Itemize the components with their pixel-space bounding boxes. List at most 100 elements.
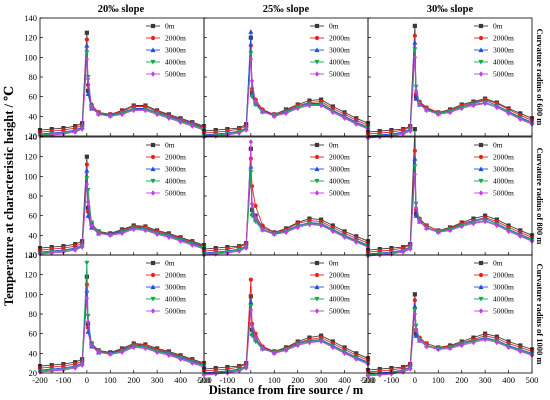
data-point — [49, 132, 54, 138]
data-point — [401, 131, 406, 137]
series-line — [203, 141, 369, 256]
data-point — [248, 307, 253, 313]
legend-label: 0m — [329, 141, 339, 150]
legend-label: 5000m — [165, 70, 186, 79]
panels-layer: 204060801001201400m2000m3000m4000m5000m0… — [24, 13, 538, 385]
legend-marker — [314, 23, 320, 29]
legend-label: 2000m — [329, 34, 350, 43]
data-point — [447, 109, 453, 116]
legend-label: 3000m — [329, 165, 350, 174]
data-point — [253, 339, 259, 345]
data-point — [249, 78, 255, 84]
row-title-2: Curvature radius of 800 m — [535, 148, 545, 245]
data-point — [84, 37, 89, 42]
legend-entry: 3000m — [146, 46, 186, 55]
data-point — [459, 342, 464, 349]
legend-marker — [150, 154, 156, 160]
x-tick-label: 500 — [198, 375, 211, 385]
series-line — [39, 262, 205, 372]
legend-label: 0m — [165, 141, 175, 150]
x-tick-label: 100 — [432, 375, 445, 385]
data-point — [84, 162, 89, 167]
data-point — [330, 344, 335, 351]
data-point — [237, 130, 242, 136]
data-point — [319, 222, 324, 229]
data-point — [272, 350, 277, 357]
x-tick-label: 300 — [151, 375, 164, 385]
legend-marker — [478, 190, 484, 196]
legend-label: 5000m — [493, 70, 514, 79]
legend-marker — [150, 284, 156, 290]
legend-entry: 4000m — [474, 58, 514, 67]
data-point — [412, 303, 418, 309]
legend-label: 0m — [493, 22, 503, 31]
legend-entry: 2000m — [474, 34, 514, 43]
legend-entry: 0m — [146, 141, 175, 150]
legend-label: 4000m — [493, 177, 514, 186]
data-point — [190, 123, 195, 129]
legend-entry: 2000m — [310, 153, 350, 162]
data-point — [272, 113, 277, 120]
y-tick-label: 20 — [29, 368, 38, 378]
y-tick-label: 140 — [24, 13, 37, 23]
y-tick-label: 140 — [24, 250, 37, 260]
legend-entry: 4000m — [474, 295, 514, 304]
series-line — [367, 310, 533, 376]
legend-marker — [478, 59, 484, 65]
legend-label: 3000m — [329, 46, 350, 55]
x-tick-label: 500 — [526, 375, 539, 385]
data-point — [471, 220, 476, 227]
data-point — [471, 102, 476, 109]
data-point — [85, 319, 91, 325]
legend-marker — [478, 166, 484, 172]
legend-marker — [478, 47, 484, 53]
data-point — [518, 116, 523, 122]
legend-label: 0m — [493, 259, 503, 268]
data-point — [413, 333, 419, 338]
legend-marker — [478, 142, 484, 148]
data-point — [408, 246, 413, 252]
legend-label: 0m — [329, 259, 339, 268]
legend-label: 2000m — [165, 153, 186, 162]
legend-marker — [314, 260, 320, 266]
data-point — [178, 356, 183, 362]
data-point — [459, 105, 464, 112]
data-point — [253, 214, 258, 221]
series-0m — [365, 292, 535, 373]
legend-marker — [150, 23, 156, 29]
data-point — [166, 234, 171, 240]
data-point — [412, 148, 417, 153]
data-point — [413, 96, 419, 101]
legend-entry: 4000m — [474, 177, 514, 186]
x-tick-label: 200 — [291, 375, 304, 385]
series-line — [203, 31, 369, 136]
data-point — [494, 104, 499, 111]
legend-label: 4000m — [165, 295, 186, 304]
data-point — [342, 350, 347, 357]
legend-entry: 3000m — [310, 46, 350, 55]
x-axis-title: Distance from fire source / m — [209, 383, 364, 397]
x-tick-label: -100 — [56, 375, 72, 385]
legend-label: 3000m — [493, 46, 514, 55]
x-tick-label: 100 — [104, 375, 117, 385]
y-tick-label: 120 — [24, 152, 37, 162]
data-point — [131, 344, 136, 351]
panel-r2-c1: 20 40 60 80 100 120 140 0m 2000m 3000m 4000m 5000m — [24, 132, 207, 260]
x-tick-label: 200 — [455, 375, 468, 385]
data-point — [166, 115, 171, 121]
y-tick-label: 120 — [24, 270, 37, 280]
legend-entry: 2000m — [474, 271, 514, 280]
data-point — [342, 115, 347, 121]
legend-marker — [150, 296, 156, 302]
data-point — [178, 119, 183, 125]
x-tick-label: 0 — [413, 375, 417, 385]
legend-marker — [314, 166, 320, 172]
column-title-2: 25‰ slope — [263, 4, 310, 15]
legend-label: 4000m — [493, 295, 514, 304]
legend-label: 3000m — [493, 165, 514, 174]
series-line — [367, 57, 533, 139]
data-point — [84, 50, 90, 56]
legend-marker — [478, 260, 484, 266]
legend-marker — [314, 178, 320, 184]
x-tick-label: 400 — [174, 375, 187, 385]
